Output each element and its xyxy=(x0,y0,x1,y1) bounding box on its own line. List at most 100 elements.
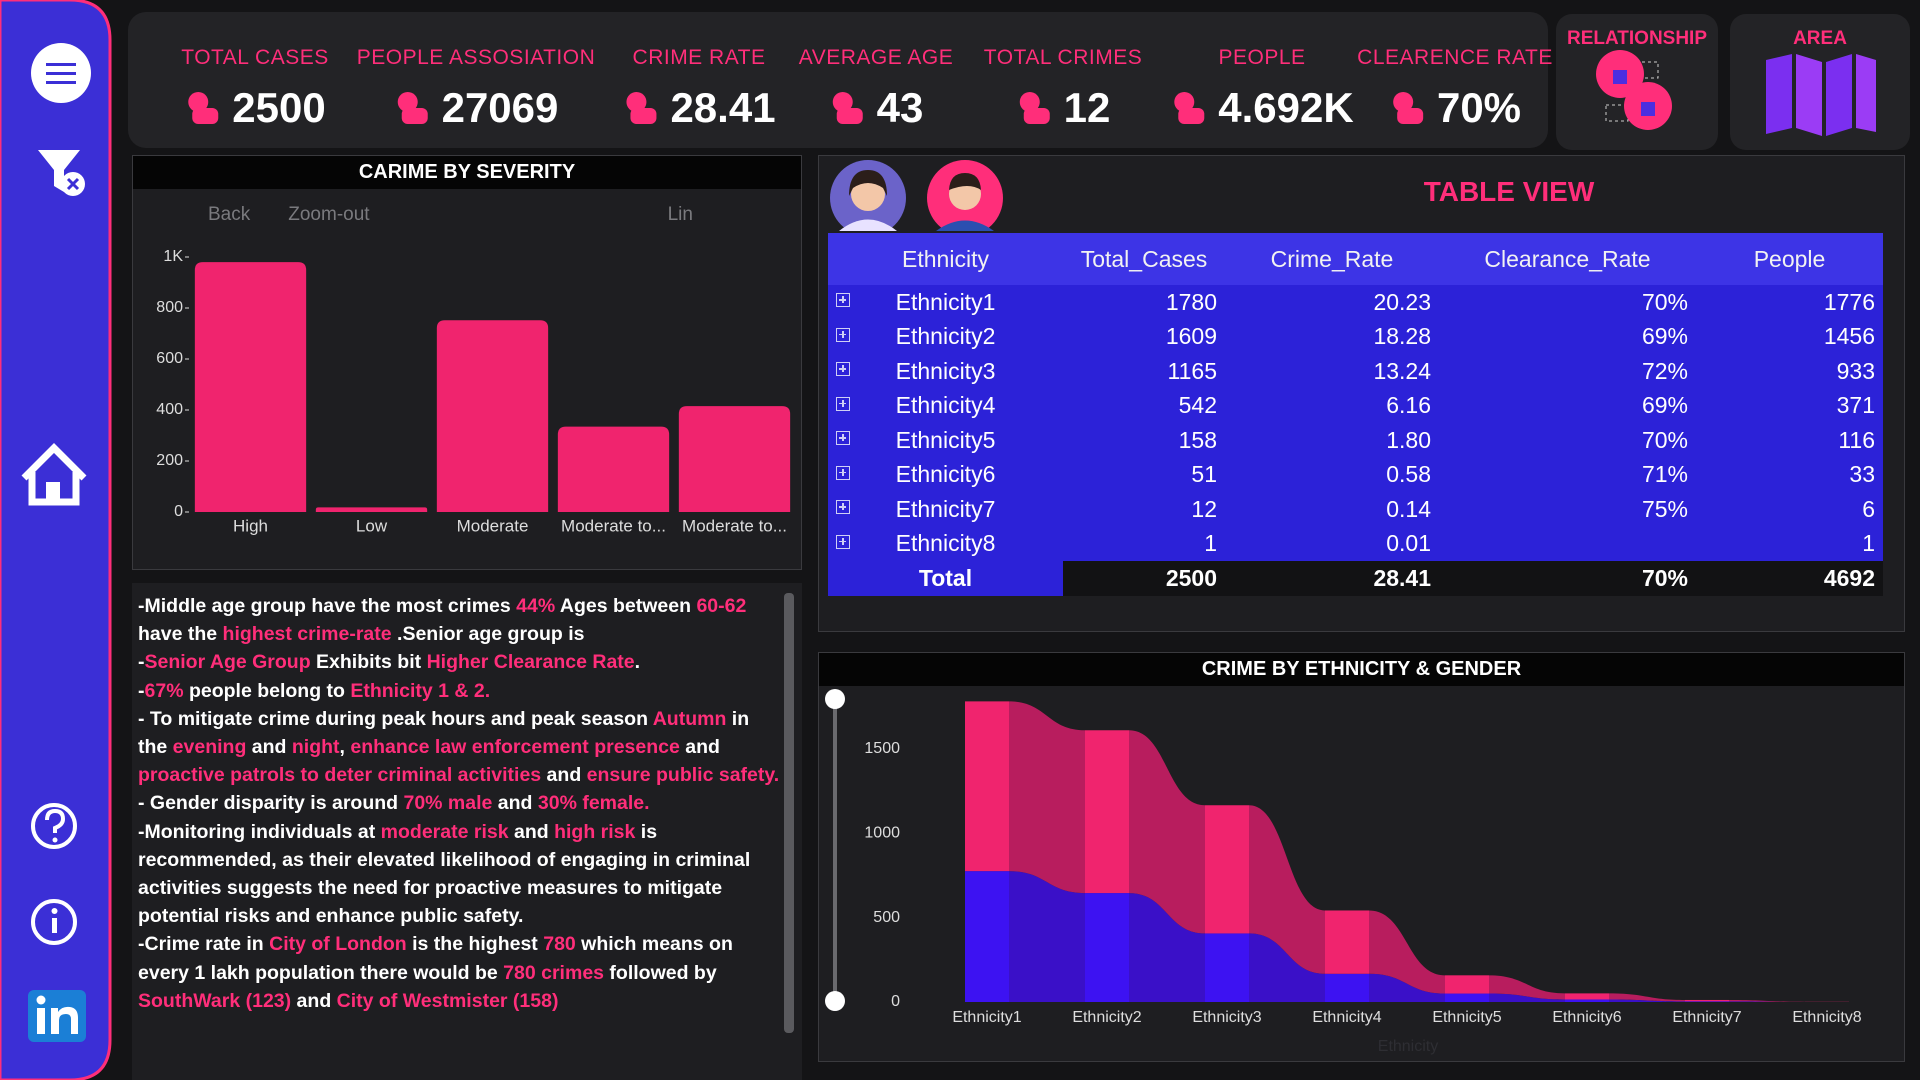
cell-text: 0.14 xyxy=(1386,495,1431,522)
table-cell: 933 xyxy=(1696,354,1883,389)
note-text: is the highest xyxy=(406,933,544,956)
table-row: Ethnicity2 1609 18.28 69% 1456 xyxy=(828,319,1883,354)
expand-button[interactable] xyxy=(836,465,850,480)
sidebar-bg xyxy=(0,0,112,1080)
table-cell: 12 xyxy=(1063,492,1225,527)
zoom-out-button[interactable]: Zoom-out xyxy=(288,204,370,225)
linkedin-button[interactable] xyxy=(28,990,86,1042)
expand-button[interactable] xyxy=(836,327,850,342)
scrollbar[interactable] xyxy=(784,593,794,1033)
cell-text: 70% xyxy=(1641,564,1688,591)
kpi-icon xyxy=(1019,92,1050,124)
kpi-icon xyxy=(188,92,219,124)
note-highlight: City of Westmister (158) xyxy=(336,989,559,1012)
kpi-label: PEOPLE ASSOSIATION xyxy=(356,46,596,69)
back-button[interactable]: Back xyxy=(208,204,251,225)
area-icon xyxy=(1766,54,1876,136)
note-text: . xyxy=(634,651,641,674)
scale-toggle[interactable]: Lin xyxy=(667,204,693,225)
table-cell: 69% xyxy=(1439,319,1696,354)
avatars xyxy=(830,160,1003,231)
expand-button[interactable] xyxy=(836,534,850,549)
note-text: in the xyxy=(138,707,750,759)
icon-shape xyxy=(192,108,219,124)
kpi-label: AVERAGE AGE xyxy=(798,46,954,69)
slider-handle[interactable] xyxy=(825,991,845,1011)
note-highlight: enhance law enforcement presence xyxy=(350,736,680,759)
note-paragraph: -Senior Age Group Exhibits bit Higher Cl… xyxy=(138,648,783,676)
note-text: and xyxy=(492,792,538,815)
table-cell: 70% xyxy=(1439,285,1696,320)
table-cell: 116 xyxy=(1696,423,1883,458)
note-text: have the xyxy=(138,623,223,646)
note-text: people belong to xyxy=(183,679,351,702)
icon-shape xyxy=(1178,108,1205,124)
kpi-value: 43 xyxy=(876,84,924,131)
slider-track xyxy=(833,697,837,1007)
table-cell xyxy=(1439,526,1696,561)
cell-text: Ethnicity6 xyxy=(895,461,996,488)
kpi-row: 28.41 xyxy=(622,84,776,132)
note-highlight: 780 xyxy=(543,933,576,956)
icon-shape xyxy=(832,92,853,112)
cell-text: Ethnicity5 xyxy=(895,426,996,453)
slider-handle[interactable] xyxy=(825,689,845,709)
note-paragraph: - To mitigate crime during peak hours an… xyxy=(138,705,783,790)
kpi-label: PEOPLE xyxy=(1218,46,1306,69)
home-button[interactable] xyxy=(21,443,87,506)
expand-icon xyxy=(842,365,844,372)
cell-text: 933 xyxy=(1836,357,1875,384)
cell-text: 542 xyxy=(1178,392,1217,419)
relationship-button[interactable]: RELATIONSHIP xyxy=(1556,14,1718,150)
table-cell: Ethnicity7 xyxy=(828,492,1063,527)
table-cell: 18.28 xyxy=(1225,319,1439,354)
cell-text: 1456 xyxy=(1823,323,1875,350)
cell-text: 1165 xyxy=(1167,357,1217,384)
help-button[interactable] xyxy=(31,803,77,849)
kpi-label: CRIME RATE xyxy=(632,46,766,69)
cell-text: Ethnicity1 xyxy=(895,288,996,315)
cell-text: 13.24 xyxy=(1373,357,1431,384)
icon-shape xyxy=(630,108,657,124)
cell-text: Ethnicity3 xyxy=(895,357,996,384)
kpi-card: TOTAL CRIMES 12 xyxy=(984,46,1142,132)
info-button[interactable] xyxy=(31,899,77,945)
cell-text: 2500 xyxy=(1165,564,1217,591)
note-highlight: 44% xyxy=(516,595,556,617)
kpi-card: CLEARENCE RATE 70% xyxy=(1357,46,1553,132)
cell-text: Ethnicity4 xyxy=(895,392,996,419)
expand-button[interactable] xyxy=(836,293,850,307)
clear-filter-button[interactable] xyxy=(38,150,85,196)
expand-button[interactable] xyxy=(836,431,850,445)
note-text: is recommended, as their elevated likeli… xyxy=(138,820,751,928)
expand-button[interactable] xyxy=(836,500,850,514)
kpi-icon xyxy=(397,92,428,124)
cell-text: 75% xyxy=(1641,495,1688,522)
cell-text: 69% xyxy=(1641,323,1688,350)
cell-text: Ethnicity7 xyxy=(895,495,996,522)
kpi-bar xyxy=(128,12,1548,148)
note-text: followed by xyxy=(604,961,717,984)
table-cell: 2500 xyxy=(1063,561,1225,596)
expand-icon xyxy=(842,399,844,407)
total-row: Total 2500 28.41 70% 4692 xyxy=(828,561,1883,596)
note-paragraph: -Monitoring individuals at moderate risk… xyxy=(138,818,783,931)
cell-text: 1.80 xyxy=(1386,426,1431,453)
icon-shape xyxy=(1174,92,1195,112)
table-cell: 71% xyxy=(1439,457,1696,492)
table-cell: 0.14 xyxy=(1225,492,1439,527)
cell-text: 12 xyxy=(1191,495,1217,522)
table-cell: 6 xyxy=(1696,492,1883,527)
note-highlight: 780 crimes xyxy=(503,961,605,984)
note-highlight: ensure public safety. xyxy=(586,764,780,787)
expand-button[interactable] xyxy=(836,362,850,376)
note-highlight: 60-62 xyxy=(696,595,747,617)
cell-text: 1609 xyxy=(1165,323,1217,350)
table-cell: 1 xyxy=(1063,526,1225,561)
note-text: and xyxy=(679,736,720,759)
expand-button[interactable] xyxy=(836,396,850,411)
kpi-value: 28.41 xyxy=(670,84,776,131)
area-button[interactable]: AREA xyxy=(1730,14,1910,150)
note-paragraph: -67% people belong to Ethnicity 1 & 2. xyxy=(138,677,783,705)
menu-button[interactable] xyxy=(31,43,91,103)
